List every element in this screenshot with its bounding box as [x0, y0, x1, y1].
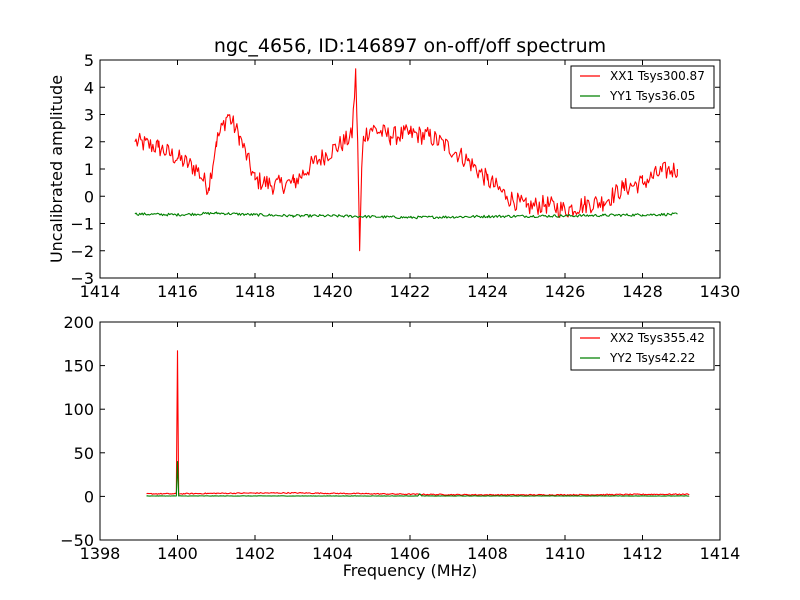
- x-tick-label: 1420: [312, 282, 353, 301]
- y-tick-label: 0: [84, 487, 94, 506]
- x-tick-label: 1414: [80, 282, 121, 301]
- y-tick-label: 100: [63, 400, 94, 419]
- y-tick-label: −1: [70, 215, 94, 234]
- bottom-axis-ticks: 1398 1400 1402 1404 1406 1408 1410 1412 1414 −50 0…: [60, 313, 740, 563]
- y-tick-label: 50: [74, 444, 94, 463]
- x-axis-label: Frequency (MHz): [343, 561, 477, 580]
- legend-label-xx2: XX2 Tsys355.42: [610, 331, 705, 345]
- top-axis-ticks: 1414 1416 1418 1420 1422 1424 1426 1428 1430−3−2…: [70, 51, 740, 301]
- bottom-series-layer: [146, 350, 690, 497]
- x-tick-label: 1430: [700, 282, 741, 301]
- legend-label-xx1: XX1 Tsys300.87: [610, 69, 705, 83]
- x-tick-label: 1414: [700, 544, 741, 563]
- x-tick-label: 1400: [157, 544, 198, 563]
- top-legend: XX1 Tsys300.87 YY1 Tsys36.05: [570, 65, 715, 109]
- x-tick-label: 1412: [622, 544, 663, 563]
- legend-label-yy2: YY2 Tsys42.22: [609, 351, 695, 365]
- x-tick-label: 1416: [157, 282, 198, 301]
- y-tick-label: 200: [63, 313, 94, 332]
- y-tick-label: 0: [84, 187, 94, 206]
- bottom-plot-frame: [99, 321, 721, 541]
- legend-box: [570, 65, 715, 109]
- x-tick-label: 1410: [545, 544, 586, 563]
- top-plot-frame: [99, 59, 721, 279]
- y-tick-label: −3: [70, 269, 94, 288]
- x-tick-label: 1406: [390, 544, 431, 563]
- y-axis-label: Uncalibrated amplitude: [47, 75, 66, 263]
- bottom-legend: XX2 Tsys355.42 YY2 Tsys42.22: [570, 327, 715, 371]
- y-tick-label: −50: [60, 531, 94, 550]
- series-line-xx2: [146, 350, 690, 496]
- x-tick-label: 1422: [390, 282, 431, 301]
- x-tick-label: 1428: [622, 282, 663, 301]
- chart-title: ngc_4656, ID:146897 on-off/off spectrum: [214, 35, 606, 57]
- y-tick-label: 4: [84, 78, 94, 97]
- x-tick-label: 1398: [80, 544, 121, 563]
- series-line-yy2: [146, 460, 690, 497]
- x-tick-label: 1402: [235, 544, 276, 563]
- series-line-xx1: [134, 68, 678, 252]
- x-tick-label: 1418: [235, 282, 276, 301]
- x-tick-label: 1424: [467, 282, 508, 301]
- y-tick-label: −2: [70, 242, 94, 261]
- y-tick-label: 150: [63, 357, 94, 376]
- bottom-spectrum-panel: Frequency (MHz) 1398 1400 1402 1404 1406 1408…: [60, 313, 740, 580]
- top-spectrum-panel: ngc_4656, ID:146897 on-off/off spectrum …: [47, 35, 740, 301]
- x-tick-label: 1404: [312, 544, 353, 563]
- y-tick-label: 2: [84, 133, 94, 152]
- x-tick-label: 1426: [545, 282, 586, 301]
- legend-label-yy1: YY1 Tsys36.05: [609, 89, 695, 103]
- y-tick-label: 5: [84, 51, 94, 70]
- y-tick-label: 1: [84, 160, 94, 179]
- legend-box: [570, 327, 715, 371]
- top-series-layer: [134, 68, 678, 252]
- series-line-yy1: [134, 211, 678, 220]
- y-tick-label: 3: [84, 106, 94, 125]
- x-tick-label: 1408: [467, 544, 508, 563]
